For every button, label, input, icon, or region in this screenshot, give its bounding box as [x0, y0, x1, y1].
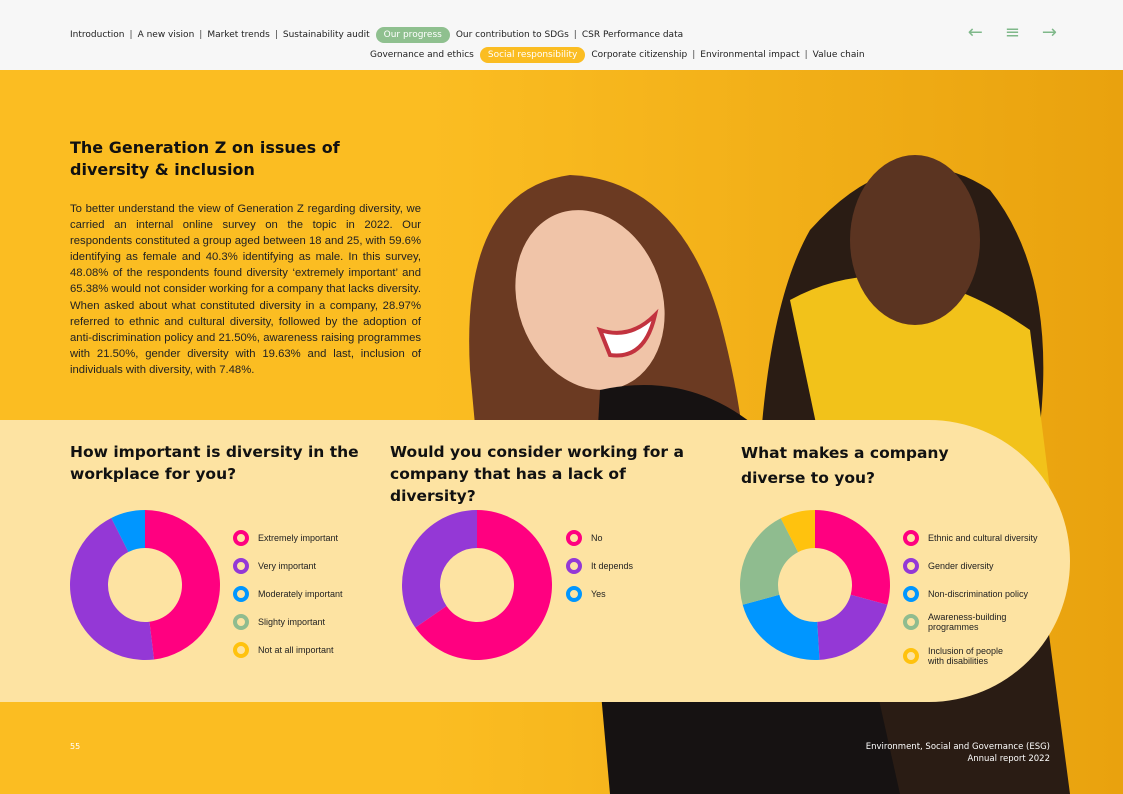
donut-slice-non-discrimination-policy [742, 594, 820, 660]
legend-item: Inclusion of people with disabilities [903, 642, 1053, 670]
chart-2-title: Would you consider working for a company… [390, 443, 684, 505]
legend-chart-3: Ethnic and cultural diversity Gender dive… [903, 524, 1053, 670]
legend-item: No [566, 524, 633, 552]
nav-environmental-impact[interactable]: Environmental impact [700, 50, 800, 60]
legend-label: Non-discrimination policy [928, 589, 1029, 599]
legend-item: It depends [566, 552, 633, 580]
nav-introduction[interactable]: Introduction [70, 30, 125, 40]
donut-slice-gender-diversity [817, 594, 888, 660]
legend-chart-2: No It depends Yes [566, 524, 633, 608]
nav-row-1: Introduction | A new vision | Market trend… [70, 27, 683, 43]
donut-slice-very-important [70, 518, 155, 660]
legend-marker-icon [233, 642, 249, 658]
arrow-right-icon[interactable]: → [1041, 22, 1057, 43]
legend-label: Awareness-building programmes [928, 612, 1007, 632]
legend-label: Not at all important [258, 645, 334, 655]
nav-a-new-vision[interactable]: A new vision [137, 30, 195, 40]
legend-label: Ethnic and cultural diversity [928, 533, 1038, 543]
nav-our-progress[interactable]: Our progress [375, 27, 450, 43]
legend-marker-icon [233, 614, 249, 630]
legend-item: Extremely important [233, 524, 343, 552]
donut-slice-extremely-important [145, 510, 221, 660]
footer-line-1: Environment, Social and Governance (ESG) [865, 742, 1050, 752]
nav-sdgs[interactable]: Our contribution to SDGs [455, 30, 569, 40]
legend-marker-icon [233, 558, 249, 574]
legend-marker-icon [903, 648, 919, 664]
page-number: 55 [70, 742, 81, 751]
intro-text: To better understand the view of Generat… [70, 203, 421, 376]
legend-item: Non-discrimination policy [903, 580, 1053, 608]
intro-title: The Generation Z on issues of diversity … [70, 138, 340, 179]
legend-marker-icon [566, 586, 582, 602]
legend-marker-icon [566, 530, 582, 546]
donut-slice-no [415, 510, 552, 660]
legend-label: Inclusion of people with disabilities [928, 646, 1004, 666]
legend-item: Ethnic and cultural diversity [903, 524, 1053, 552]
top-navigation: Introduction | A new vision | Market trend… [0, 0, 1123, 70]
legend-marker-icon [903, 530, 919, 546]
legend-label: Slighty important [258, 617, 326, 627]
nav-row-2: Governance and ethics Social responsibil… [370, 47, 865, 63]
legend-label: No [591, 533, 603, 543]
nav-corporate-citizenship[interactable]: Corporate citizenship [591, 50, 688, 60]
donut-chart-1 [70, 510, 221, 660]
legend-marker-icon [903, 558, 919, 574]
donut-slice-it-depends [402, 510, 477, 628]
legend-marker-icon [233, 530, 249, 546]
menu-icon[interactable]: ≡ [1004, 22, 1020, 43]
legend-item: Slighty important [233, 608, 343, 636]
legend-item: Awareness-building programmes [903, 608, 1053, 636]
legend-label: Very important [258, 561, 317, 571]
legend-item: Not at all important [233, 636, 343, 664]
arrow-left-icon[interactable]: ← [967, 22, 983, 43]
legend-item: Yes [566, 580, 633, 608]
nav-market-trends[interactable]: Market trends [207, 30, 270, 40]
legend-label: Extremely important [258, 533, 339, 543]
nav-social-responsibility[interactable]: Social responsibility [479, 47, 586, 63]
legend-label: Yes [591, 589, 606, 599]
donut-chart-2 [402, 510, 552, 660]
donut-slice-inclusion-of-people-with-disabilities [780, 510, 815, 553]
donut-slice-moderately-important [111, 510, 145, 552]
nav-governance[interactable]: Governance and ethics [370, 50, 474, 60]
legend-marker-icon [903, 586, 919, 602]
chart-1-title: How important is diversity in the workpl… [70, 443, 359, 483]
donut-slice-awareness-building-programmes [740, 518, 799, 605]
legend-marker-icon [903, 614, 919, 630]
legend-label: Gender diversity [928, 561, 994, 571]
nav-value-chain[interactable]: Value chain [812, 50, 865, 60]
nav-csr-data[interactable]: CSR Performance data [581, 30, 684, 40]
legend-item: Very important [233, 552, 343, 580]
nav-sustainability-audit[interactable]: Sustainability audit [282, 30, 370, 40]
footer-line-2: Annual report 2022 [967, 754, 1050, 764]
donut-chart-3 [740, 510, 890, 660]
legend-marker-icon [233, 586, 249, 602]
donut-slice-ethnic-and-cultural-diversity [815, 510, 890, 605]
footer-report-title: Environment, Social and Governance (ESG)… [866, 741, 1050, 765]
legend-item: Moderately important [233, 580, 343, 608]
legend-item: Gender diversity [903, 552, 1053, 580]
legend-label: It depends [591, 561, 634, 571]
legend-chart-1: Extremely important Very important Moderat… [233, 524, 343, 664]
legend-marker-icon [566, 558, 582, 574]
chart-3-title: What makes a company diverse to you? [741, 444, 949, 487]
legend-label: Moderately important [258, 589, 343, 599]
